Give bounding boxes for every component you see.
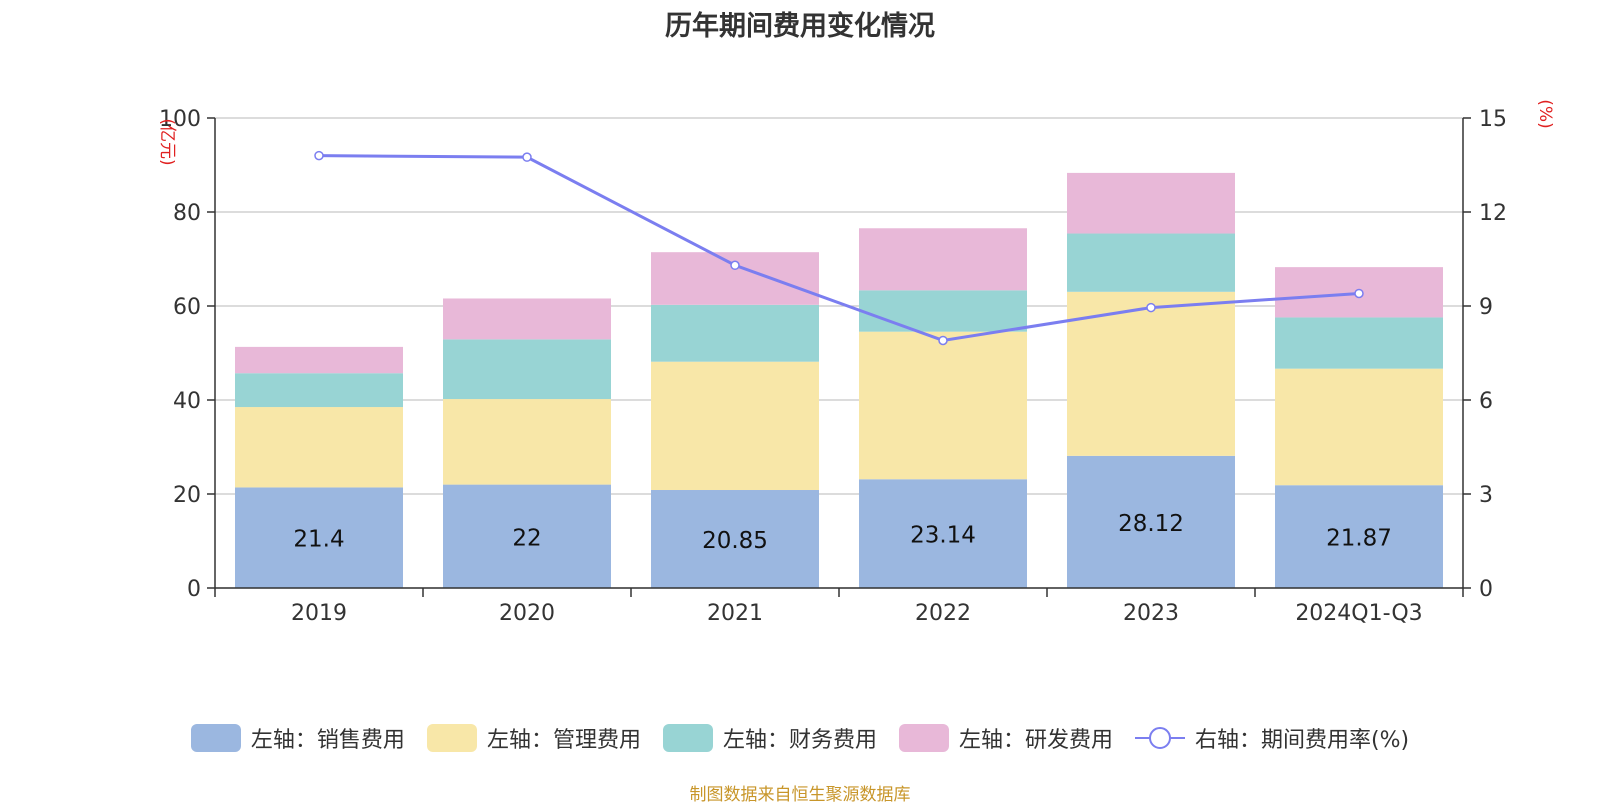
x-tick-label: 2020 <box>499 601 555 626</box>
y-right-tick-label: 12 <box>1479 201 1507 226</box>
y-left-tick-label: 100 <box>159 107 201 132</box>
bar-3-2022 <box>859 290 1027 332</box>
x-tick-label: 2024Q1-Q3 <box>1295 601 1422 626</box>
bar-2-2022 <box>859 331 1027 480</box>
y-left-tick-label: 20 <box>173 483 201 508</box>
bar-data-label: 21.87 <box>1326 526 1392 552</box>
y-left-tick-label: 0 <box>187 577 201 602</box>
legend-label-admin: 左轴：管理费用 <box>486 728 641 753</box>
bar-2-2019 <box>235 407 403 488</box>
x-tick-label: 2019 <box>291 601 347 626</box>
bar-data-label: 28.12 <box>1118 511 1184 537</box>
legend-swatch-rd <box>898 724 949 752</box>
bar-2-2023 <box>1067 291 1235 456</box>
bar-3-2019 <box>235 373 403 408</box>
y-right-tick-label: 15 <box>1479 107 1507 132</box>
legend: 左轴：销售费用 左轴：管理费用 左轴：财务费用 左轴：研发费用 右轴：期间费用率… <box>0 718 1600 758</box>
x-tick-label: 2022 <box>915 601 971 626</box>
bar-1-2021 <box>651 490 819 588</box>
source-note: 制图数据来自恒生聚源数据库 <box>689 785 911 805</box>
legend-item-finance[interactable]: 左轴：财务费用 <box>662 722 877 754</box>
legend-item-admin[interactable]: 左轴：管理费用 <box>426 722 641 754</box>
y-left-tick-label: 80 <box>173 201 201 226</box>
bar-2-2024Q1-Q3 <box>1275 368 1443 486</box>
y-left-tick-label: 40 <box>173 389 201 414</box>
x-tick-label: 2023 <box>1123 601 1179 626</box>
bar-4-2023 <box>1067 172 1235 234</box>
y-right-tick-label: 0 <box>1479 577 1493 602</box>
bar-data-label: 23.14 <box>910 523 976 549</box>
legend-label-rate: 右轴：期间费用率(%) <box>1194 728 1410 753</box>
rate-point-2022 <box>938 335 948 346</box>
rate-line <box>318 154 1360 343</box>
bar-2-2021 <box>651 361 819 491</box>
bar-1-2023 <box>1067 455 1235 588</box>
bar-data-label: 22 <box>512 525 541 551</box>
bar-3-2024Q1-Q3 <box>1275 317 1443 369</box>
legend-item-rd[interactable]: 左轴：研发费用 <box>898 722 1113 754</box>
y-right-tick-label: 3 <box>1479 483 1493 508</box>
legend-label-sales: 左轴：销售费用 <box>250 728 405 753</box>
rate-point-2021 <box>730 260 740 271</box>
y-right-tick-label: 9 <box>1479 295 1493 320</box>
bar-1-2022 <box>859 479 1027 588</box>
bar-4-2021 <box>651 252 819 305</box>
x-tick-label: 2021 <box>707 601 763 626</box>
legend-item-rate[interactable]: 右轴：期间费用率(%) <box>1134 722 1410 754</box>
bar-1-2020 <box>443 484 611 588</box>
y-left-unit: (亿元) <box>157 118 177 165</box>
legend-swatch-admin <box>426 724 477 752</box>
rate-point-2020 <box>522 152 532 162</box>
legend-line-swatch-icon <box>1134 727 1185 749</box>
legend-swatch-finance <box>662 724 713 752</box>
rate-point-2023 <box>1146 302 1156 313</box>
legend-label-finance: 左轴：财务费用 <box>722 728 877 753</box>
y-right-unit: (%) <box>1535 99 1555 128</box>
bar-3-2023 <box>1067 233 1235 292</box>
y-left-tick-label: 60 <box>173 295 201 320</box>
bar-4-2022 <box>859 228 1027 291</box>
bar-3-2020 <box>443 339 611 400</box>
bar-2-2020 <box>443 399 611 485</box>
rate-point-2019 <box>314 150 324 161</box>
bar-3-2021 <box>651 304 819 362</box>
y-right-tick-label: 6 <box>1479 389 1493 414</box>
legend-label-rd: 左轴：研发费用 <box>958 728 1113 753</box>
bar-4-2020 <box>443 298 611 340</box>
bar-1-2024Q1-Q3 <box>1275 485 1443 588</box>
bar-1-2019 <box>235 487 403 588</box>
chart-title: 历年期间费用变化情况 <box>665 11 935 42</box>
bar-data-label: 21.4 <box>293 527 344 553</box>
rate-point-2024Q1-Q3 <box>1354 288 1364 299</box>
legend-item-sales[interactable]: 左轴：销售费用 <box>190 722 405 754</box>
chart-plot: 0 20 40 60 80 100 0 3 6 9 12 15 (亿元) (%) 21.4 2019 22 202… <box>157 99 1555 626</box>
bar-4-2019 <box>235 346 403 374</box>
legend-swatch-sales <box>190 724 241 752</box>
bar-data-label: 20.85 <box>702 528 768 554</box>
